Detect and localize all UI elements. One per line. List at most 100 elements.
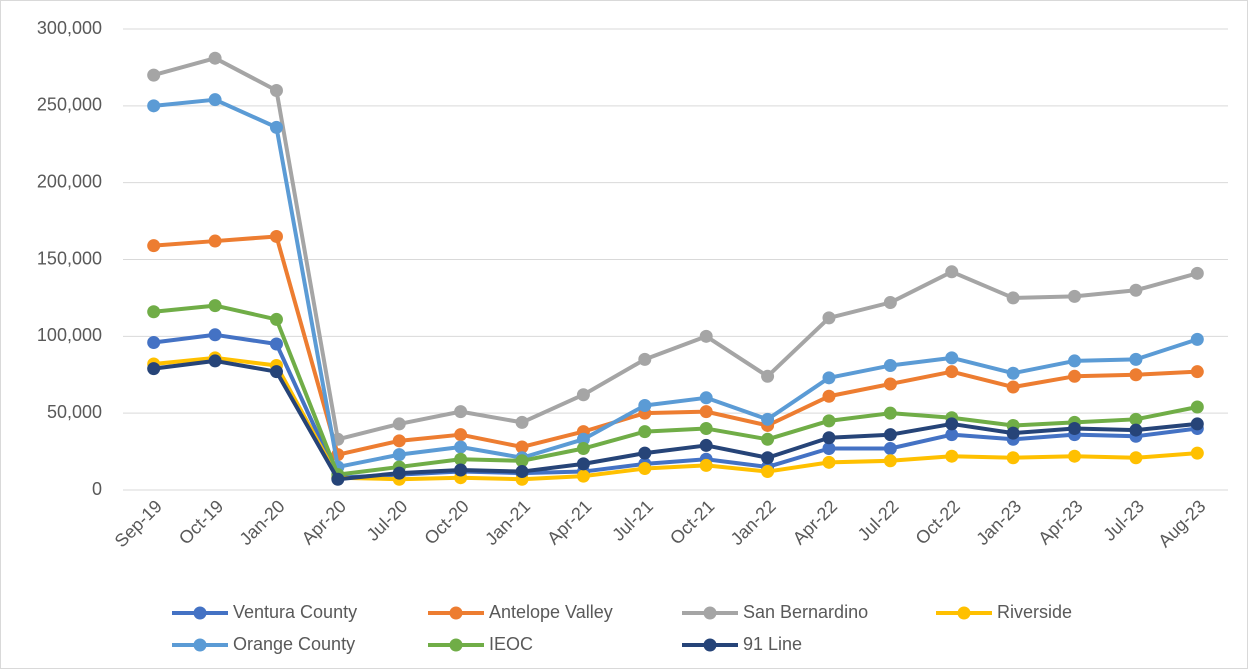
- data-point: [945, 428, 959, 442]
- data-point: [454, 463, 468, 477]
- data-point: [638, 425, 652, 439]
- data-point: [761, 465, 775, 479]
- data-point: [822, 455, 836, 469]
- data-point: [945, 449, 959, 463]
- series-line: [153, 303, 1198, 477]
- y-tick-label: 200,000: [37, 171, 102, 191]
- data-point: [638, 398, 652, 412]
- data-point: [208, 328, 222, 342]
- legend-label: 91 Line: [743, 634, 802, 654]
- data-point: [638, 446, 652, 460]
- data-point: [638, 461, 652, 475]
- data-point: [883, 428, 897, 442]
- data-point: [761, 369, 775, 383]
- data-point: [269, 337, 283, 351]
- data-point: [1190, 266, 1204, 280]
- data-point: [392, 434, 406, 448]
- data-point: [576, 457, 590, 471]
- y-tick-label: 150,000: [37, 248, 102, 268]
- data-point: [822, 389, 836, 403]
- legend-label: Riverside: [997, 602, 1072, 622]
- data-point: [945, 365, 959, 379]
- data-point: [269, 365, 283, 379]
- data-point: [515, 440, 529, 454]
- data-point: [576, 469, 590, 483]
- data-point: [147, 239, 161, 253]
- data-point: [883, 377, 897, 391]
- data-point: [699, 458, 713, 472]
- data-point: [1129, 368, 1143, 382]
- data-point: [1129, 423, 1143, 437]
- data-point: [761, 451, 775, 465]
- data-point: [147, 68, 161, 82]
- data-point: [1190, 332, 1204, 346]
- data-point: [822, 442, 836, 456]
- data-point: [1068, 369, 1082, 383]
- data-point: [699, 391, 713, 405]
- data-point: [883, 296, 897, 310]
- data-point: [822, 371, 836, 385]
- data-point: [1129, 451, 1143, 465]
- data-point: [576, 432, 590, 446]
- y-tick-label: 0: [92, 479, 102, 499]
- legend-marker: [957, 606, 971, 620]
- data-point: [515, 415, 529, 429]
- data-point: [822, 311, 836, 325]
- data-point: [1006, 291, 1020, 305]
- data-point: [576, 442, 590, 456]
- data-point: [1068, 422, 1082, 436]
- data-point: [208, 51, 222, 65]
- y-tick-label: 100,000: [37, 325, 102, 345]
- data-point: [454, 405, 468, 419]
- legend-marker: [449, 606, 463, 620]
- data-point: [638, 352, 652, 366]
- data-point: [1129, 283, 1143, 297]
- data-point: [208, 299, 222, 313]
- data-point: [1006, 366, 1020, 380]
- data-point: [269, 312, 283, 326]
- data-point: [1190, 365, 1204, 379]
- data-point: [208, 234, 222, 248]
- data-point: [1190, 400, 1204, 414]
- data-point: [208, 354, 222, 368]
- data-point: [392, 417, 406, 431]
- data-point: [515, 465, 529, 479]
- data-point: [699, 329, 713, 343]
- data-point: [699, 438, 713, 452]
- data-point: [761, 432, 775, 446]
- data-point: [576, 388, 590, 402]
- data-point: [1068, 449, 1082, 463]
- data-point: [699, 422, 713, 436]
- data-point: [1190, 446, 1204, 460]
- data-point: [822, 431, 836, 445]
- data-point: [208, 93, 222, 107]
- data-point: [269, 120, 283, 134]
- data-point: [147, 335, 161, 349]
- series-line: [153, 97, 1198, 469]
- y-tick-label: 300,000: [37, 18, 102, 38]
- data-point: [761, 412, 775, 426]
- data-point: [883, 442, 897, 456]
- data-point: [392, 466, 406, 480]
- legend-label: San Bernardino: [743, 602, 868, 622]
- data-point: [1129, 412, 1143, 426]
- data-point: [1068, 289, 1082, 303]
- data-point: [1190, 417, 1204, 431]
- data-point: [147, 305, 161, 319]
- data-point: [699, 405, 713, 419]
- legend-marker: [449, 638, 463, 652]
- data-point: [1006, 380, 1020, 394]
- data-point: [454, 452, 468, 466]
- legend-label: Ventura County: [233, 602, 357, 622]
- data-point: [883, 454, 897, 468]
- data-point: [269, 229, 283, 243]
- data-point: [1006, 451, 1020, 465]
- y-tick-label: 250,000: [37, 95, 102, 115]
- data-point: [945, 417, 959, 431]
- data-point: [147, 99, 161, 113]
- y-tick-label: 50,000: [47, 402, 102, 422]
- data-point: [883, 359, 897, 373]
- data-point: [945, 351, 959, 365]
- data-point: [454, 440, 468, 454]
